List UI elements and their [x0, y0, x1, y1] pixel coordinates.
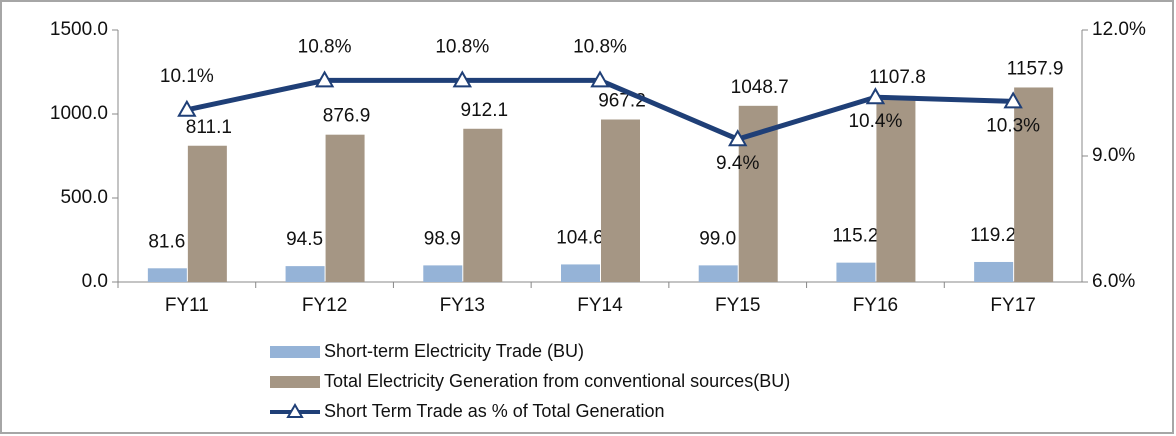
data-label: 811.1: [186, 117, 232, 138]
y-tick-label: 0.0: [82, 271, 108, 292]
line-marker: [1003, 91, 1023, 109]
legend-marker: [286, 403, 304, 418]
legend-swatch: [270, 346, 320, 358]
bar: [285, 266, 325, 282]
legend: Short-term Electricity Trade (BU) Total E…: [270, 341, 790, 421]
x-tick-label: FY13: [440, 295, 485, 316]
data-label: 1107.8: [869, 67, 926, 88]
legend-label: Short-term Electricity Trade (BU): [324, 341, 584, 361]
x-tick-label: FY14: [577, 295, 623, 316]
bar: [876, 95, 916, 282]
x-tick-label: FY11: [165, 295, 209, 316]
legend-label: Total Electricity Generation from conven…: [324, 371, 790, 391]
data-label: 912.1: [461, 100, 509, 121]
x-tick-label: FY17: [990, 295, 1035, 316]
x-tick-label: FY12: [302, 295, 347, 316]
x-tick-label: FY16: [853, 295, 898, 316]
data-label: 1157.9: [1007, 58, 1064, 79]
data-label: 967.2: [598, 91, 646, 112]
bar: [463, 128, 503, 282]
bar: [147, 268, 187, 282]
line-marker: [865, 87, 886, 105]
line-marker: [314, 70, 335, 88]
data-label: 10.8%: [435, 36, 489, 57]
data-label: 115.2: [832, 226, 878, 247]
y2-tick-label: 6.0%: [1092, 271, 1135, 292]
legend-swatch: [270, 376, 320, 388]
data-label: 10.3%: [986, 115, 1040, 136]
line-marker: [590, 70, 610, 88]
y-tick-label: 1000.0: [50, 103, 108, 124]
x-tick-label: FY15: [715, 295, 760, 316]
data-label: 1048.7: [731, 77, 789, 98]
bar: [974, 261, 1014, 282]
data-label: 876.9: [323, 106, 371, 127]
y-tick-label: 1500.0: [50, 19, 108, 40]
bar: [698, 265, 738, 282]
y2-tick-label: 12.0%: [1092, 19, 1146, 40]
bar: [601, 119, 640, 282]
bar: [836, 262, 876, 282]
y2-tick-label: 9.0%: [1092, 145, 1135, 166]
data-label: 94.5: [286, 229, 323, 250]
legend-label: Short Term Trade as % of Total Generatio…: [324, 401, 665, 421]
line-marker: [177, 99, 197, 117]
data-label: 9.4%: [716, 153, 759, 174]
data-label: 81.6: [148, 231, 185, 252]
bar: [561, 264, 600, 282]
data-label: 10.8%: [573, 36, 627, 57]
line-marker: [727, 129, 748, 147]
bar: [423, 265, 463, 282]
data-label: 119.2: [970, 225, 1016, 246]
data-label: 99.0: [699, 228, 736, 249]
bar: [1014, 87, 1054, 282]
data-label: 10.1%: [160, 66, 214, 87]
bar: [187, 145, 227, 282]
data-label: 98.9: [424, 228, 461, 249]
line-marker: [452, 70, 473, 88]
y-tick-label: 500.0: [60, 187, 108, 208]
data-label: 104.6: [556, 227, 604, 248]
data-label: 10.4%: [848, 111, 902, 132]
data-label: 10.8%: [298, 36, 352, 57]
bar: [325, 134, 365, 282]
